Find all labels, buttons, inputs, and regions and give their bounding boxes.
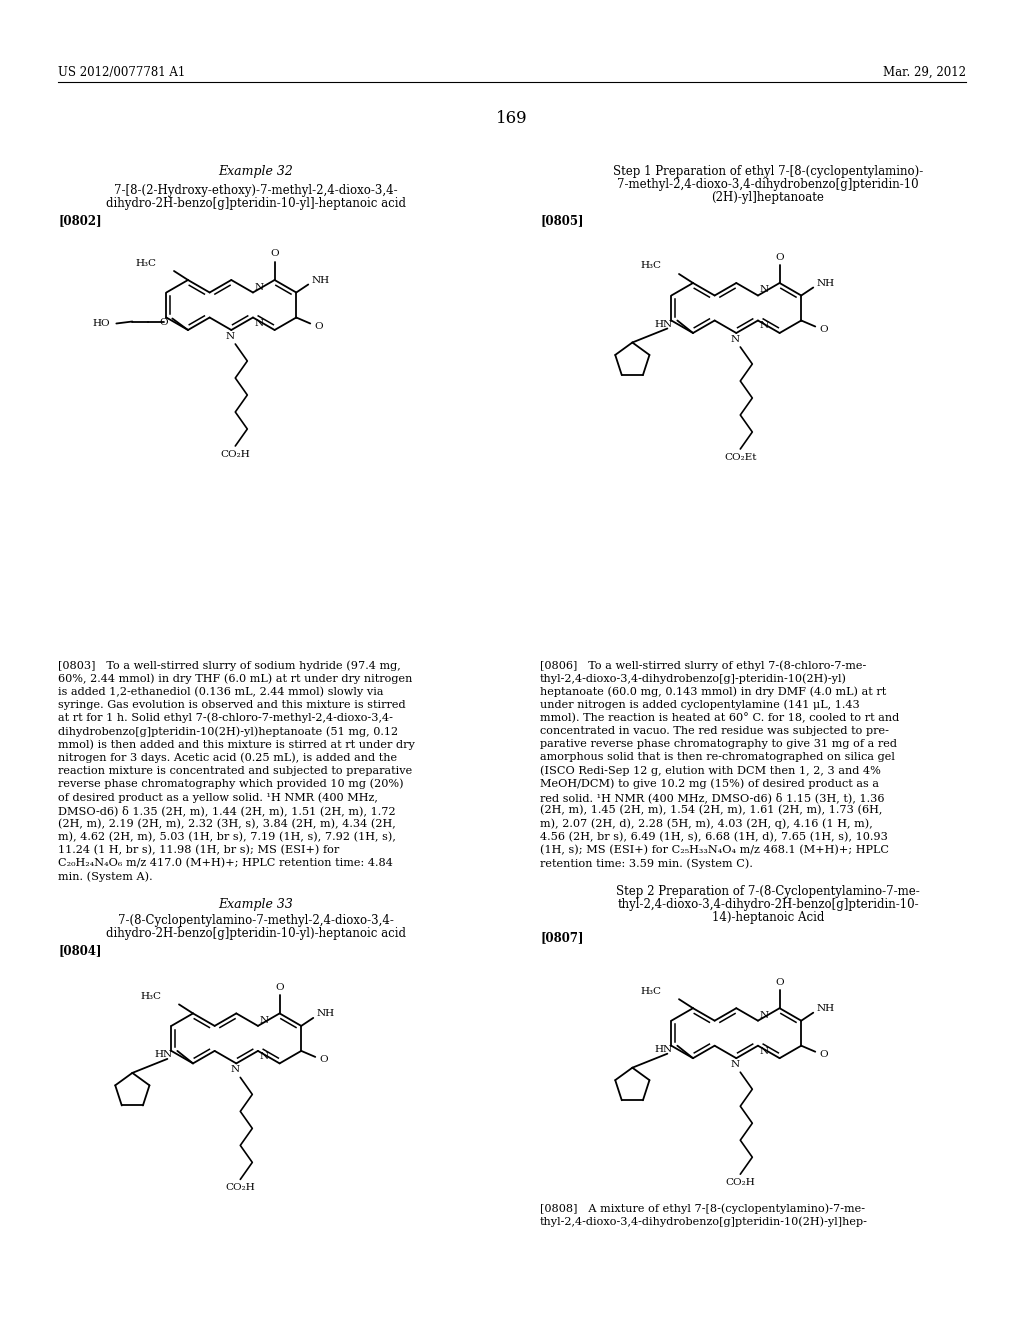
Text: dihydro-2H-benzo[g]pteridin-10-yl]-heptanoic acid: dihydro-2H-benzo[g]pteridin-10-yl]-hepta… bbox=[106, 197, 406, 210]
Text: [0803]   To a well-stirred slurry of sodium hydride (97.4 mg,: [0803] To a well-stirred slurry of sodiu… bbox=[58, 660, 400, 671]
Text: is added 1,2-ethanediol (0.136 mL, 2.44 mmol) slowly via: is added 1,2-ethanediol (0.136 mL, 2.44 … bbox=[58, 686, 384, 697]
Text: concentrated in vacuo. The red residue was subjected to pre-: concentrated in vacuo. The red residue w… bbox=[540, 726, 889, 737]
Text: thyl-2,4-dioxo-3,4-dihydro-2H-benzo[g]pteridin-10-: thyl-2,4-dioxo-3,4-dihydro-2H-benzo[g]pt… bbox=[617, 898, 919, 911]
Text: 60%, 2.44 mmol) in dry THF (6.0 mL) at rt under dry nitrogen: 60%, 2.44 mmol) in dry THF (6.0 mL) at r… bbox=[58, 673, 413, 684]
Text: HN: HN bbox=[654, 1045, 673, 1055]
Text: O: O bbox=[314, 322, 323, 331]
Text: MeOH/DCM) to give 10.2 mg (15%) of desired product as a: MeOH/DCM) to give 10.2 mg (15%) of desir… bbox=[540, 779, 879, 789]
Text: CO₂H: CO₂H bbox=[225, 1184, 255, 1192]
Text: [0802]: [0802] bbox=[58, 214, 101, 227]
Text: HN: HN bbox=[654, 319, 673, 329]
Text: O: O bbox=[270, 249, 279, 259]
Text: [0804]: [0804] bbox=[58, 944, 101, 957]
Text: Step 1 Preparation of ethyl 7-[8-(cyclopentylamino)-: Step 1 Preparation of ethyl 7-[8-(cyclop… bbox=[613, 165, 923, 178]
Text: 14)-heptanoic Acid: 14)-heptanoic Acid bbox=[712, 911, 824, 924]
Text: HN: HN bbox=[155, 1051, 172, 1060]
Text: N: N bbox=[260, 1052, 269, 1061]
Text: NH: NH bbox=[311, 276, 330, 285]
Text: US 2012/0077781 A1: US 2012/0077781 A1 bbox=[58, 66, 185, 79]
Text: [0808]   A mixture of ethyl 7-[8-(cyclopentylamino)-7-me-: [0808] A mixture of ethyl 7-[8-(cyclopen… bbox=[540, 1204, 865, 1214]
Text: of desired product as a yellow solid. ¹H NMR (400 MHz,: of desired product as a yellow solid. ¹H… bbox=[58, 792, 378, 803]
Text: dihydro-2H-benzo[g]pteridin-10-yl)-heptanoic acid: dihydro-2H-benzo[g]pteridin-10-yl)-hepta… bbox=[106, 928, 406, 940]
Text: thyl-2,4-dioxo-3,4-dihydrobenzo[g]-pteridin-10(2H)-yl): thyl-2,4-dioxo-3,4-dihydrobenzo[g]-pteri… bbox=[540, 673, 847, 684]
Text: NH: NH bbox=[816, 1005, 835, 1014]
Text: (ISCO Redi-Sep 12 g, elution with DCM then 1, 2, 3 and 4%: (ISCO Redi-Sep 12 g, elution with DCM th… bbox=[540, 766, 881, 776]
Text: O: O bbox=[819, 1051, 827, 1059]
Text: under nitrogen is added cyclopentylamine (141 μL, 1.43: under nitrogen is added cyclopentylamine… bbox=[540, 700, 860, 710]
Text: reaction mixture is concentrated and subjected to preparative: reaction mixture is concentrated and sub… bbox=[58, 766, 413, 776]
Text: N: N bbox=[255, 318, 264, 327]
Text: O: O bbox=[319, 1056, 328, 1064]
Text: Step 2 Preparation of 7-(8-Cyclopentylamino-7-me-: Step 2 Preparation of 7-(8-Cyclopentylam… bbox=[616, 886, 920, 898]
Text: red solid. ¹H NMR (400 MHz, DMSO-d6) δ 1.15 (3H, t), 1.36: red solid. ¹H NMR (400 MHz, DMSO-d6) δ 1… bbox=[540, 792, 885, 803]
Text: retention time: 3.59 min. (System C).: retention time: 3.59 min. (System C). bbox=[540, 858, 753, 869]
Text: C₂₀H₂₄N₄O₆ m/z 417.0 (M+H)+; HPLC retention time: 4.84: C₂₀H₂₄N₄O₆ m/z 417.0 (M+H)+; HPLC retent… bbox=[58, 858, 393, 869]
Text: N: N bbox=[225, 333, 234, 341]
Text: O: O bbox=[775, 978, 784, 987]
Text: N: N bbox=[760, 1011, 769, 1020]
Text: (2H, m), 2.19 (2H, m), 2.32 (3H, s), 3.84 (2H, m), 4.34 (2H,: (2H, m), 2.19 (2H, m), 2.32 (3H, s), 3.8… bbox=[58, 818, 395, 829]
Text: heptanoate (60.0 mg, 0.143 mmol) in dry DMF (4.0 mL) at rt: heptanoate (60.0 mg, 0.143 mmol) in dry … bbox=[540, 686, 886, 697]
Text: at rt for 1 h. Solid ethyl 7-(8-chloro-7-methyl-2,4-dioxo-3,4-: at rt for 1 h. Solid ethyl 7-(8-chloro-7… bbox=[58, 713, 393, 723]
Text: thyl-2,4-dioxo-3,4-dihydrobenzo[g]pteridin-10(2H)-yl]hep-: thyl-2,4-dioxo-3,4-dihydrobenzo[g]pterid… bbox=[540, 1217, 868, 1228]
Text: 4.56 (2H, br s), 6.49 (1H, s), 6.68 (1H, d), 7.65 (1H, s), 10.93: 4.56 (2H, br s), 6.49 (1H, s), 6.68 (1H,… bbox=[540, 832, 888, 842]
Text: N: N bbox=[260, 1016, 269, 1024]
Text: N: N bbox=[731, 335, 740, 345]
Text: 11.24 (1 H, br s), 11.98 (1H, br s); MS (ESI+) for: 11.24 (1 H, br s), 11.98 (1H, br s); MS … bbox=[58, 845, 339, 855]
Text: reverse phase chromatography which provided 10 mg (20%): reverse phase chromatography which provi… bbox=[58, 779, 403, 789]
Text: N: N bbox=[760, 285, 769, 294]
Text: [0805]: [0805] bbox=[540, 214, 584, 227]
Text: [0807]: [0807] bbox=[540, 931, 584, 944]
Text: (2H)-yl]heptanoate: (2H)-yl]heptanoate bbox=[712, 191, 824, 205]
Text: (2H, m), 1.45 (2H, m), 1.54 (2H, m), 1.61 (2H, m), 1.73 (6H,: (2H, m), 1.45 (2H, m), 1.54 (2H, m), 1.6… bbox=[540, 805, 883, 816]
Text: NH: NH bbox=[316, 1010, 335, 1019]
Text: Example 33: Example 33 bbox=[218, 899, 294, 911]
Text: mmol). The reaction is heated at 60° C. for 18, cooled to rt and: mmol). The reaction is heated at 60° C. … bbox=[540, 713, 899, 723]
Text: O: O bbox=[275, 983, 284, 991]
Text: 7-[8-(2-Hydroxy-ethoxy)-7-methyl-2,4-dioxo-3,4-: 7-[8-(2-Hydroxy-ethoxy)-7-methyl-2,4-dio… bbox=[115, 183, 397, 197]
Text: N: N bbox=[230, 1065, 240, 1074]
Text: nitrogen for 3 days. Acetic acid (0.25 mL), is added and the: nitrogen for 3 days. Acetic acid (0.25 m… bbox=[58, 752, 397, 763]
Text: 169: 169 bbox=[497, 110, 527, 127]
Text: [0806]   To a well-stirred slurry of ethyl 7-(8-chloro-7-me-: [0806] To a well-stirred slurry of ethyl… bbox=[540, 660, 866, 671]
Text: N: N bbox=[760, 322, 769, 330]
Text: N: N bbox=[760, 1047, 769, 1056]
Text: H₃C: H₃C bbox=[140, 991, 162, 1001]
Text: min. (System A).: min. (System A). bbox=[58, 871, 153, 882]
Text: CO₂H: CO₂H bbox=[220, 450, 250, 459]
Text: CO₂Et: CO₂Et bbox=[724, 453, 757, 462]
Text: amorphous solid that is then re-chromatographed on silica gel: amorphous solid that is then re-chromato… bbox=[540, 752, 895, 763]
Text: m), 2.07 (2H, d), 2.28 (5H, m), 4.03 (2H, q), 4.16 (1 H, m),: m), 2.07 (2H, d), 2.28 (5H, m), 4.03 (2H… bbox=[540, 818, 872, 829]
Text: Mar. 29, 2012: Mar. 29, 2012 bbox=[883, 66, 966, 79]
Text: parative reverse phase chromatography to give 31 mg of a red: parative reverse phase chromatography to… bbox=[540, 739, 897, 750]
Text: O: O bbox=[775, 252, 784, 261]
Text: CO₂H: CO₂H bbox=[725, 1179, 755, 1187]
Text: O: O bbox=[160, 318, 168, 327]
Text: H₃C: H₃C bbox=[640, 261, 662, 271]
Text: H₃C: H₃C bbox=[135, 259, 157, 268]
Text: m), 4.62 (2H, m), 5.03 (1H, br s), 7.19 (1H, s), 7.92 (1H, s),: m), 4.62 (2H, m), 5.03 (1H, br s), 7.19 … bbox=[58, 832, 396, 842]
Text: Example 32: Example 32 bbox=[218, 165, 294, 178]
Text: N: N bbox=[731, 1060, 740, 1069]
Text: N: N bbox=[255, 282, 264, 292]
Text: syringe. Gas evolution is observed and this mixture is stirred: syringe. Gas evolution is observed and t… bbox=[58, 700, 406, 710]
Text: H₃C: H₃C bbox=[640, 987, 662, 995]
Text: dihydrobenzo[g]pteridin-10(2H)-yl)heptanoate (51 mg, 0.12: dihydrobenzo[g]pteridin-10(2H)-yl)heptan… bbox=[58, 726, 398, 737]
Text: mmol) is then added and this mixture is stirred at rt under dry: mmol) is then added and this mixture is … bbox=[58, 739, 415, 750]
Text: NH: NH bbox=[816, 279, 835, 288]
Text: 7-(8-Cyclopentylamino-7-methyl-2,4-dioxo-3,4-: 7-(8-Cyclopentylamino-7-methyl-2,4-dioxo… bbox=[118, 915, 394, 928]
Text: 7-methyl-2,4-dioxo-3,4-dihydrobenzo[g]pteridin-10: 7-methyl-2,4-dioxo-3,4-dihydrobenzo[g]pt… bbox=[617, 178, 919, 191]
Text: DMSO-d6) δ 1.35 (2H, m), 1.44 (2H, m), 1.51 (2H, m), 1.72: DMSO-d6) δ 1.35 (2H, m), 1.44 (2H, m), 1… bbox=[58, 805, 395, 816]
Text: (1H, s); MS (ESI+) for C₂₅H₃₃N₄O₄ m/z 468.1 (M+H)+; HPLC: (1H, s); MS (ESI+) for C₂₅H₃₃N₄O₄ m/z 46… bbox=[540, 845, 889, 855]
Text: HO: HO bbox=[93, 319, 111, 327]
Text: O: O bbox=[819, 325, 827, 334]
